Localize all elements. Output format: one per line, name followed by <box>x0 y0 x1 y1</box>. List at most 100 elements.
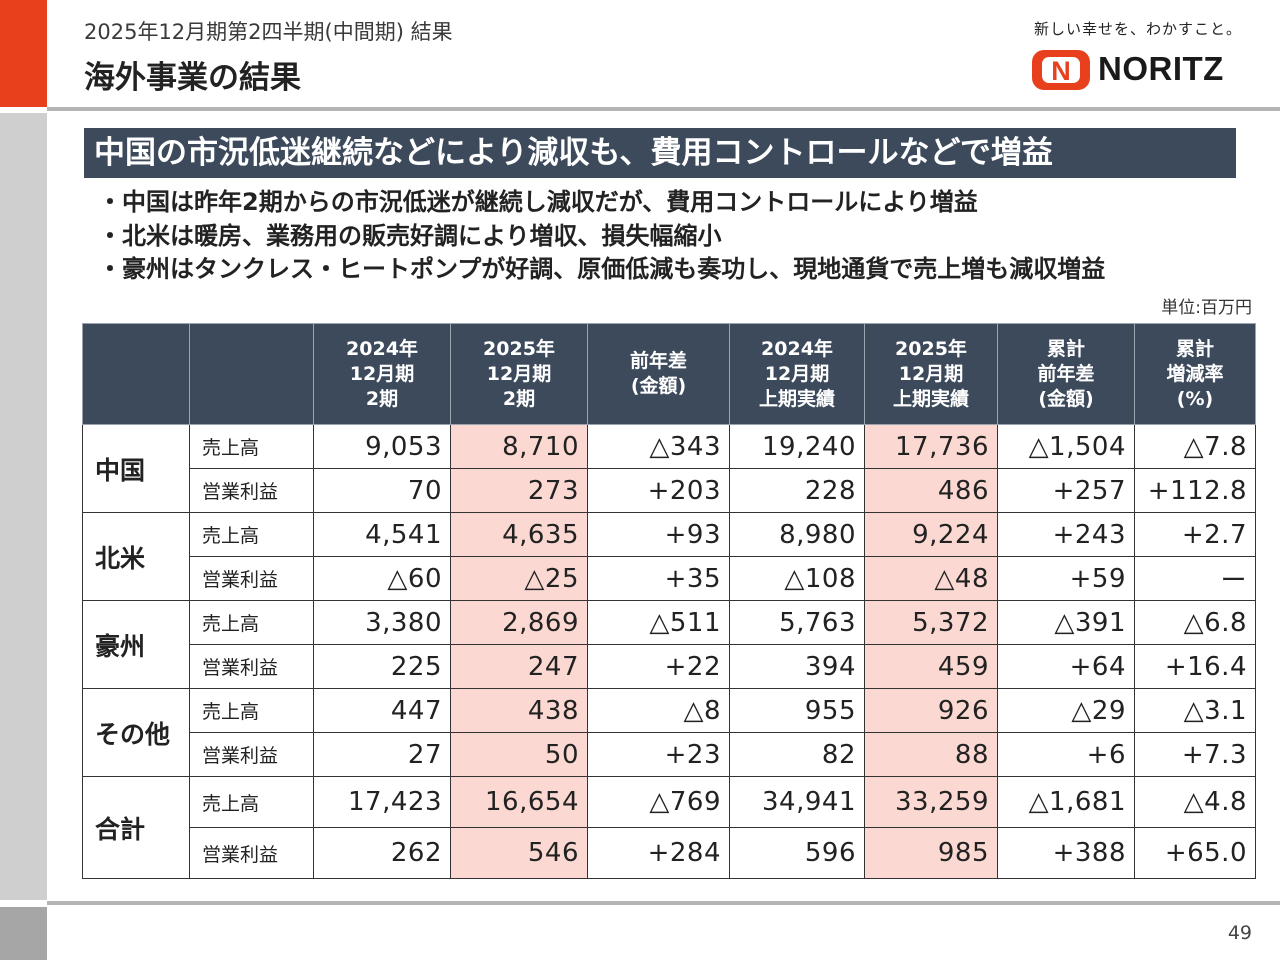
cell: +35 <box>587 556 730 601</box>
cell: 447 <box>313 688 451 733</box>
metric-label: 営業利益 <box>189 468 314 513</box>
cell: △60 <box>313 556 451 601</box>
page-title: 海外事業の結果 <box>84 60 301 96</box>
cell: △769 <box>587 776 730 828</box>
metric-label: 営業利益 <box>189 827 314 879</box>
cell-highlight: 247 <box>450 644 588 689</box>
table-row: 中国 売上高 9,053 8,710 △343 19,240 17,736 △1… <box>82 424 1256 513</box>
region-total: 合計 <box>82 776 190 879</box>
cell-highlight: 9,224 <box>864 512 998 557</box>
cell: +64 <box>997 644 1135 689</box>
unit-label: 単位:百万円 <box>1161 298 1252 318</box>
col-header-2025-q2: 2025年 12月期 2期 <box>450 323 588 425</box>
table-header-row: 2024年 12月期 2期 2025年 12月期 2期 前年差 (金額) 2024年 12月… <box>82 323 1256 425</box>
cell-highlight: 16,654 <box>450 776 588 828</box>
cell-highlight: △48 <box>864 556 998 601</box>
metric-label: 営業利益 <box>189 556 314 601</box>
table-row: その他 売上高 447 438 △8 955 926 △29 △3.1 <box>82 688 1256 777</box>
cell: 34,941 <box>729 776 865 828</box>
cell: △8 <box>587 688 730 733</box>
accent-bar <box>0 0 47 107</box>
page-number: 49 <box>1227 922 1252 944</box>
cell: △7.8 <box>1134 424 1256 469</box>
cell: +93 <box>587 512 730 557</box>
region-china: 中国 <box>82 424 190 513</box>
cell: 3,380 <box>313 600 451 645</box>
side-band <box>0 113 47 900</box>
cell: ー <box>1134 556 1256 601</box>
region-north-america: 北米 <box>82 512 190 601</box>
noritz-logo: N NORITZ <box>1032 50 1247 90</box>
cell: △6.8 <box>1134 600 1256 645</box>
cell: △391 <box>997 600 1135 645</box>
header-blank-metric <box>189 323 314 425</box>
cell: +284 <box>587 827 730 879</box>
cell: 17,423 <box>313 776 451 828</box>
cell-highlight: 17,736 <box>864 424 998 469</box>
cell: 394 <box>729 644 865 689</box>
cell: +203 <box>587 468 730 513</box>
region-other: その他 <box>82 688 190 777</box>
cell-highlight: 459 <box>864 644 998 689</box>
col-header-2024-q2: 2024年 12月期 2期 <box>313 323 451 425</box>
col-header-cumulative-diff: 累計 前年差 (金額) <box>997 323 1135 425</box>
cell: △1,681 <box>997 776 1135 828</box>
cell-highlight: 8,710 <box>450 424 588 469</box>
header-divider <box>47 107 1280 111</box>
cell: +22 <box>587 644 730 689</box>
bullet-australia: 豪州はタンクレス・ヒートポンプが好調、原価低減も奏功し、現地通貨で売上増も減収増… <box>98 253 1105 287</box>
brand-slogan: 新しい幸せを、わかすこと。 <box>1034 20 1243 38</box>
col-header-yoy-diff: 前年差 (金額) <box>587 323 730 425</box>
cell-highlight: 273 <box>450 468 588 513</box>
cell: +112.8 <box>1134 468 1256 513</box>
cell-highlight: 926 <box>864 688 998 733</box>
cell: △4.8 <box>1134 776 1256 828</box>
cell-highlight: 486 <box>864 468 998 513</box>
cell: 225 <box>313 644 451 689</box>
cell: 955 <box>729 688 865 733</box>
col-header-2025-h1: 2025年 12月期 上期実績 <box>864 323 998 425</box>
cell-highlight: 33,259 <box>864 776 998 828</box>
table-row: 合計 売上高 17,423 16,654 △769 34,941 33,259 … <box>82 776 1256 879</box>
cell: △343 <box>587 424 730 469</box>
table-row: 営業利益 225 247 +22 394 459 +64 +16.4 <box>83 644 1256 689</box>
table-row: 営業利益 262 546 +284 596 985 +388 +65.0 <box>83 827 1256 879</box>
cell: +59 <box>997 556 1135 601</box>
cell: +257 <box>997 468 1135 513</box>
cell: △3.1 <box>1134 688 1256 733</box>
cell: 9,053 <box>313 424 451 469</box>
metric-label: 売上高 <box>189 512 314 557</box>
noritz-logo-mark-icon: N <box>1032 50 1090 90</box>
cell-highlight: 5,372 <box>864 600 998 645</box>
metric-label: 営業利益 <box>189 644 314 689</box>
metric-label: 売上高 <box>189 776 314 828</box>
summary-bullets: 中国は昨年2期からの市況低迷が継続し減収だが、費用コントロールにより増益 北米は… <box>98 186 1105 287</box>
cell: +6 <box>997 732 1135 777</box>
headline-banner: 中国の市況低迷継続などにより減収も、費用コントロールなどで増益 <box>84 128 1236 178</box>
cell: 8,980 <box>729 512 865 557</box>
cell-highlight: △25 <box>450 556 588 601</box>
cell: △108 <box>729 556 865 601</box>
col-header-2024-h1: 2024年 12月期 上期実績 <box>729 323 865 425</box>
cell: +388 <box>997 827 1135 879</box>
cell-highlight: 50 <box>450 732 588 777</box>
slide-subtitle: 2025年12月期第2四半期(中間期) 結果 <box>84 20 453 44</box>
cell: 82 <box>729 732 865 777</box>
cell: +65.0 <box>1134 827 1256 879</box>
cell-highlight: 985 <box>864 827 998 879</box>
cell: 70 <box>313 468 451 513</box>
metric-label: 営業利益 <box>189 732 314 777</box>
cell: +7.3 <box>1134 732 1256 777</box>
logo-mark-letter: N <box>1051 56 1071 86</box>
footer-divider <box>47 901 1280 905</box>
cell: 262 <box>313 827 451 879</box>
cell: +23 <box>587 732 730 777</box>
cell: △29 <box>997 688 1135 733</box>
col-header-cumulative-rate: 累計 増減率 (%) <box>1134 323 1256 425</box>
cell: +2.7 <box>1134 512 1256 557</box>
cell: △511 <box>587 600 730 645</box>
cell-highlight: 88 <box>864 732 998 777</box>
logo-wordmark: NORITZ <box>1098 50 1224 87</box>
region-australia: 豪州 <box>82 600 190 689</box>
table-row: 北米 売上高 4,541 4,635 +93 8,980 9,224 +243 … <box>82 512 1256 601</box>
